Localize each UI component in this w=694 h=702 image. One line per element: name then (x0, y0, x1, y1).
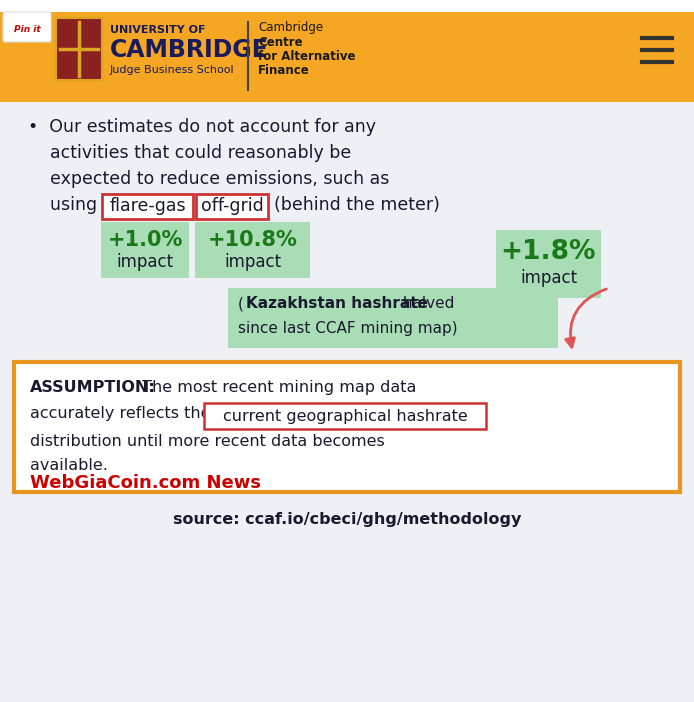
Text: accurately reflects the: accurately reflects the (30, 406, 210, 421)
Text: expected to reduce emissions, such as: expected to reduce emissions, such as (28, 170, 389, 188)
Text: using: using (28, 196, 103, 214)
FancyBboxPatch shape (196, 194, 268, 219)
Text: Kazakhstan hashrate: Kazakhstan hashrate (246, 296, 428, 312)
Text: since last CCAF mining map): since last CCAF mining map) (238, 321, 457, 336)
Text: (: ( (238, 296, 244, 312)
FancyBboxPatch shape (102, 194, 193, 219)
Text: impact: impact (224, 253, 281, 271)
Text: activities that could reasonably be: activities that could reasonably be (28, 144, 351, 162)
FancyBboxPatch shape (195, 222, 310, 278)
Text: flare-gas: flare-gas (109, 197, 186, 215)
FancyBboxPatch shape (0, 12, 694, 102)
Text: Pin it: Pin it (14, 25, 40, 34)
Text: Judge Business School: Judge Business School (110, 65, 235, 75)
FancyBboxPatch shape (56, 18, 102, 80)
Text: halved: halved (398, 296, 455, 312)
Text: for Alternative: for Alternative (258, 51, 355, 63)
Text: Cambridge: Cambridge (258, 22, 323, 34)
FancyBboxPatch shape (3, 12, 51, 42)
FancyBboxPatch shape (101, 222, 189, 278)
Text: source: ccaf.io/cbeci/ghg/methodology: source: ccaf.io/cbeci/ghg/methodology (173, 512, 521, 527)
Text: WebGiaCoin.com News: WebGiaCoin.com News (30, 474, 261, 492)
FancyBboxPatch shape (204, 403, 486, 429)
FancyBboxPatch shape (228, 288, 558, 348)
Text: +1.0%: +1.0% (108, 230, 183, 250)
Text: CAMBRIDGE: CAMBRIDGE (110, 38, 269, 62)
FancyArrowPatch shape (566, 289, 607, 347)
Text: Finance: Finance (258, 65, 310, 77)
Text: distribution until more recent data becomes: distribution until more recent data beco… (30, 434, 384, 449)
Text: •  Our estimates do not account for any: • Our estimates do not account for any (28, 118, 376, 136)
Text: impact: impact (520, 269, 577, 287)
Text: off-grid: off-grid (201, 197, 264, 215)
Text: (behind the meter): (behind the meter) (274, 196, 440, 214)
FancyBboxPatch shape (0, 102, 694, 702)
Text: +1.8%: +1.8% (501, 239, 596, 265)
Text: available.: available. (30, 458, 108, 473)
Text: Centre: Centre (258, 37, 303, 50)
Text: +10.8%: +10.8% (208, 230, 298, 250)
Text: impact: impact (117, 253, 174, 271)
FancyBboxPatch shape (496, 230, 601, 298)
FancyBboxPatch shape (14, 362, 680, 492)
Text: The most recent mining map data: The most recent mining map data (137, 380, 416, 395)
Text: current geographical hashrate: current geographical hashrate (223, 409, 467, 423)
Text: ASSUMPTION:: ASSUMPTION: (30, 380, 155, 395)
Text: UNIVERSITY OF: UNIVERSITY OF (110, 25, 205, 35)
